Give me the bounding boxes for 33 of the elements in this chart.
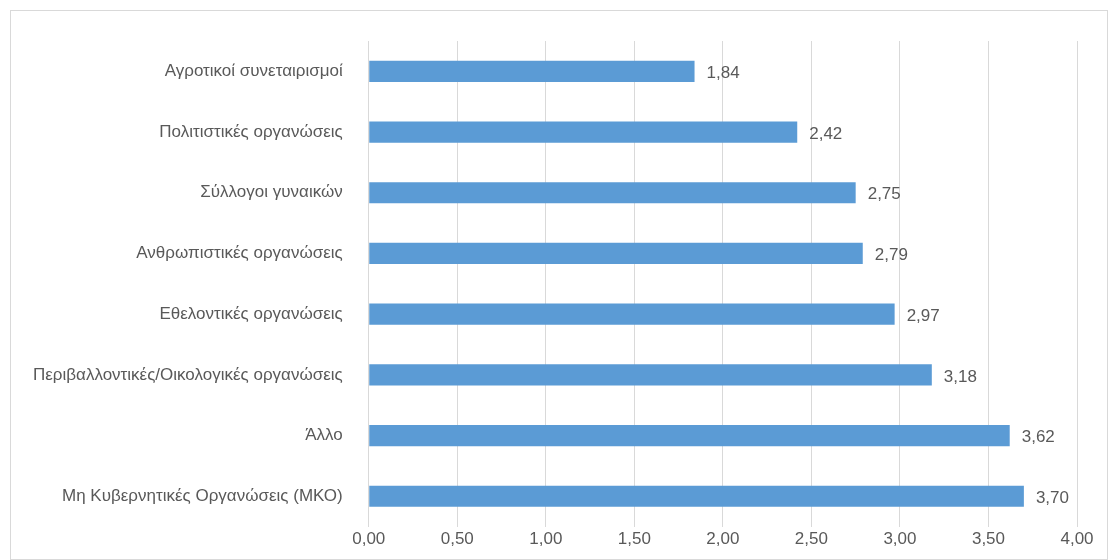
bar	[369, 60, 695, 82]
y-tick-label: Άλλο	[305, 425, 343, 445]
bar	[369, 485, 1024, 507]
bar	[369, 364, 932, 386]
data-label: 3,18	[943, 366, 977, 386]
x-tick-label: 2,50	[794, 529, 828, 549]
data-label: 2,75	[867, 184, 901, 204]
x-tick-label: 0,00	[352, 529, 386, 549]
data-label: 3,62	[1021, 427, 1055, 447]
x-tick-label: 2,00	[706, 529, 740, 549]
bar	[369, 182, 856, 204]
bar	[369, 303, 895, 325]
data-label: 2,97	[906, 305, 940, 325]
y-tick-label: Ανθρωπιστικές οργανώσεις	[136, 243, 343, 263]
data-label: 2,79	[874, 245, 908, 265]
y-tick-label: Πολιτιστικές οργανώσεις	[159, 121, 343, 141]
y-tick-label: Μη Κυβερνητικές Οργανώσεις (ΜΚΟ)	[62, 485, 343, 505]
x-tick-label: 3,50	[971, 529, 1006, 549]
y-tick-label: Αγροτικοί συνεταιρισμοί	[164, 61, 343, 81]
x-tick-label: 0,50	[440, 529, 474, 549]
data-label: 3,70	[1035, 487, 1069, 507]
y-tick-label: Περιβαλλοντικές/Οικολογικές οργανώσεις	[32, 364, 343, 384]
x-tick-label: 1,50	[617, 529, 651, 549]
x-tick-label: 4,00	[1060, 529, 1094, 549]
data-label: 2,42	[809, 123, 843, 143]
bar	[369, 242, 863, 265]
x-tick-label: 3,00	[883, 529, 917, 549]
y-tick-label: Σύλλογοι γυναικών	[200, 182, 343, 202]
y-tick-label: Εθελοντικές οργανώσεις	[159, 303, 343, 323]
x-tick-label: 1,00	[529, 529, 563, 549]
data-label: 1,84	[706, 63, 740, 83]
bar	[369, 121, 798, 143]
bar	[369, 424, 1010, 447]
